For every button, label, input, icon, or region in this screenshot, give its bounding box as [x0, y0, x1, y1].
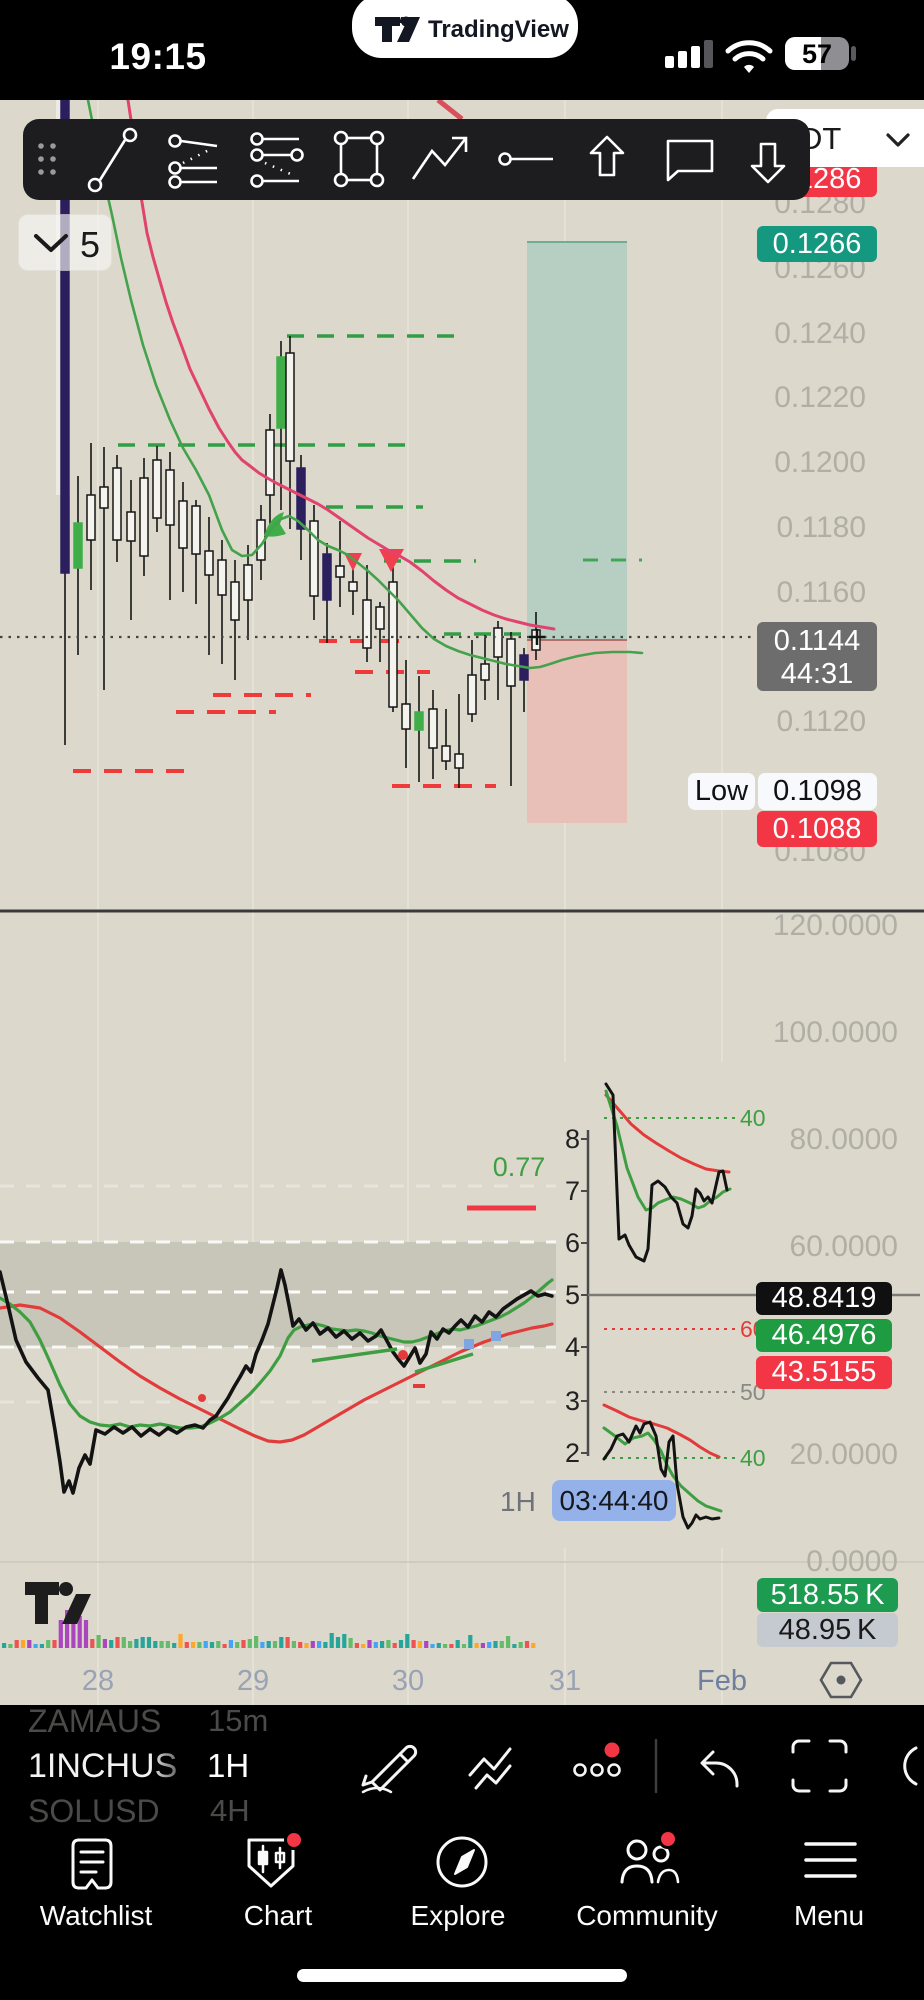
svg-text:3: 3: [565, 1386, 580, 1416]
svg-text:30: 30: [392, 1665, 424, 1697]
svg-text:120.0000: 120.0000: [773, 909, 898, 942]
svg-text:0.77: 0.77: [493, 1152, 546, 1182]
svg-text:Explore: Explore: [411, 1900, 506, 1931]
svg-text:29: 29: [237, 1665, 269, 1697]
svg-text:0.1220: 0.1220: [774, 381, 866, 414]
svg-text:40: 40: [740, 1445, 766, 1471]
svg-text:Chart: Chart: [244, 1900, 313, 1931]
svg-text:5: 5: [80, 224, 100, 265]
svg-text:0.1200: 0.1200: [774, 446, 866, 479]
svg-text:5: 5: [565, 1280, 580, 1310]
svg-text:28: 28: [82, 1665, 114, 1697]
svg-text:20.0000: 20.0000: [790, 1438, 898, 1471]
svg-text:2: 2: [565, 1438, 580, 1468]
svg-text:0.1240: 0.1240: [774, 317, 866, 350]
svg-text:60.0000: 60.0000: [790, 1230, 898, 1263]
svg-text:8: 8: [565, 1124, 580, 1154]
svg-text:40: 40: [740, 1105, 766, 1131]
svg-text:57: 57: [802, 39, 832, 69]
svg-text:Feb: Feb: [697, 1665, 747, 1697]
svg-text:80.0000: 80.0000: [790, 1123, 898, 1156]
svg-text:Watchlist: Watchlist: [40, 1900, 153, 1931]
svg-text:7: 7: [565, 1176, 580, 1206]
svg-text:0.1120: 0.1120: [776, 705, 866, 738]
svg-text:Menu: Menu: [794, 1900, 864, 1931]
svg-text:4: 4: [565, 1332, 580, 1362]
svg-text:Community: Community: [576, 1900, 718, 1931]
svg-text:0.1160: 0.1160: [776, 576, 866, 609]
svg-text:6: 6: [565, 1228, 580, 1258]
svg-text:31: 31: [549, 1665, 581, 1697]
svg-text:TradingView: TradingView: [428, 16, 569, 43]
svg-text:100.0000: 100.0000: [773, 1016, 898, 1049]
svg-text:0.0000: 0.0000: [806, 1545, 898, 1578]
svg-text:0.1180: 0.1180: [776, 511, 866, 544]
